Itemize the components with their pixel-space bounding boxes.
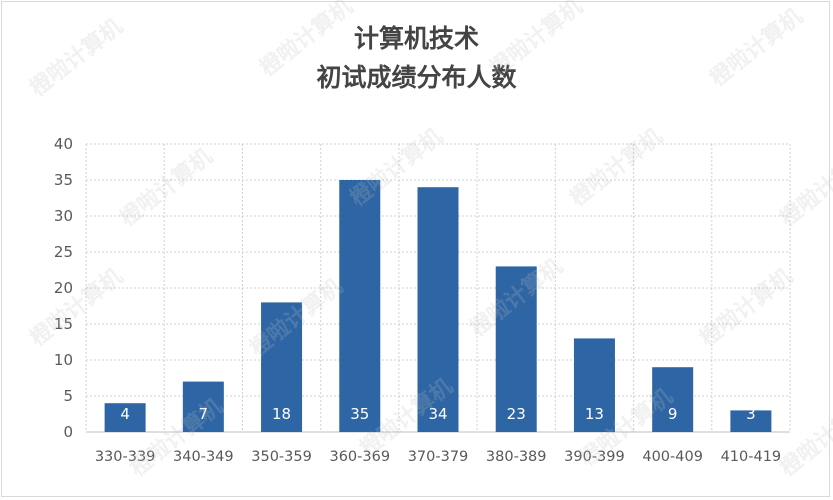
y-tick-label: 40 — [54, 135, 73, 153]
x-tick-label: 410-419 — [721, 449, 782, 465]
x-tick-label: 390-399 — [564, 449, 625, 465]
y-tick-label: 5 — [63, 387, 73, 405]
x-axis-labels: 330-339 340-349 350-359 360-369 370-379 380-3… — [95, 449, 781, 465]
bar — [182, 381, 224, 432]
y-tick-label: 35 — [54, 171, 73, 189]
bar — [339, 180, 381, 432]
bar — [573, 338, 615, 432]
x-tick-label: 340-349 — [173, 449, 234, 465]
bar-value-label: 18 — [272, 405, 291, 423]
bar — [417, 187, 459, 432]
chart-subtitle: 初试成绩分布人数 — [316, 63, 517, 92]
y-tick-label: 25 — [54, 243, 73, 261]
bar-value-label: 3 — [746, 405, 756, 423]
bar-value-label: 35 — [350, 405, 369, 423]
y-axis-labels: 0 5 10 15 20 25 30 35 40 — [54, 135, 73, 441]
bar — [652, 367, 694, 432]
bar-value-label: 34 — [428, 405, 447, 423]
bar-value-label: 13 — [585, 405, 604, 423]
x-tick-label: 330-339 — [95, 449, 156, 465]
x-tick-label: 360-369 — [329, 449, 390, 465]
bar-value-label: 23 — [507, 405, 526, 423]
bar-value-label: 9 — [668, 405, 678, 423]
y-tick-label: 20 — [54, 279, 73, 297]
x-tick-label: 380-389 — [486, 449, 547, 465]
bar — [495, 266, 537, 432]
bars: 4 7 18 35 34 23 13 9 3 — [104, 180, 772, 432]
x-tick-label: 350-359 — [251, 449, 312, 465]
chart-title: 计算机技术 — [353, 24, 479, 53]
y-tick-label: 0 — [63, 423, 73, 441]
x-tick-label: 370-379 — [408, 449, 469, 465]
bar-value-label: 7 — [199, 405, 209, 423]
bar — [261, 302, 303, 432]
y-tick-label: 10 — [54, 351, 73, 369]
x-tick-label: 400-409 — [642, 449, 703, 465]
y-tick-label: 30 — [54, 207, 73, 225]
bar-value-label: 4 — [120, 405, 130, 423]
y-tick-label: 15 — [54, 315, 73, 333]
bar — [730, 410, 772, 432]
bar — [104, 403, 146, 432]
